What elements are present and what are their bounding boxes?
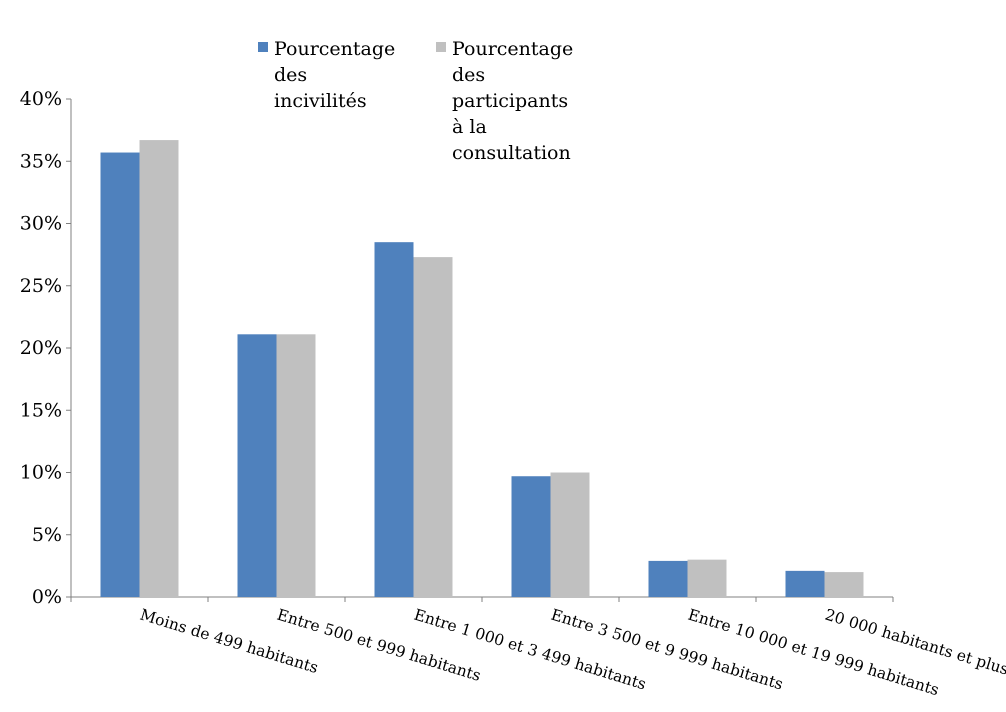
y-tick-label: 30% [20,213,62,235]
y-tick-label: 0% [32,586,62,608]
bar-series-2-1 [139,140,179,597]
legend-item-series-2: Pourcentage des participants à la consul… [436,36,573,166]
x-tick-label: Entre 3 500 et 9 999 habitants [549,606,785,694]
legend-label-series-2: Pourcentage des participants à la consul… [452,38,574,164]
y-axis: 0% 5% 10% 15% 20% 25% 30% 35% 40% [20,88,72,608]
y-tick-label: 5% [32,524,62,546]
bar-series-2-3 [413,257,453,597]
legend-item-series-1: Pourcentage des incivilités [258,36,395,114]
y-tick-label: 10% [20,462,62,484]
bar-series-1-4 [511,476,551,597]
y-tick-label: 40% [20,88,62,110]
x-tick-label: Entre 10 000 et 19 999 habitants [686,606,941,700]
bar-series-1-5 [648,560,688,597]
bar-series-1-6 [785,570,825,597]
bars [100,140,864,598]
bar-series-1-2 [237,334,277,597]
bar-series-2-4 [550,472,590,597]
legend-swatch-series-2 [436,42,446,52]
y-tick-label: 25% [20,275,62,297]
y-tick-label: 20% [20,337,62,359]
bar-series-2-6 [824,572,864,597]
bar-series-1-1 [100,152,140,597]
y-tick-label: 35% [20,150,62,172]
legend-swatch-series-1 [258,42,268,52]
bar-series-2-2 [276,334,316,597]
bar-series-2-5 [687,559,727,597]
bar-series-1-3 [374,242,414,598]
x-tick-label: Entre 1 000 et 3 499 habitants [412,606,648,694]
y-tick-label: 15% [20,399,62,421]
legend-label-series-1: Pourcentage des incivilités [274,38,396,112]
